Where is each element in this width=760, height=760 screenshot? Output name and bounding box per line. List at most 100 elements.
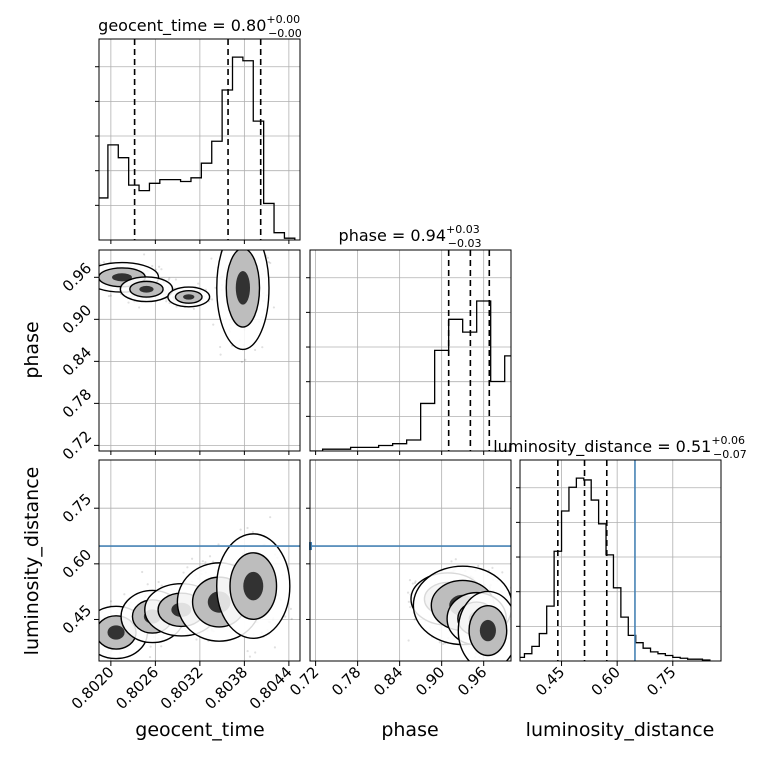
density-layer [406,558,523,670]
sample-point [251,530,254,534]
sample-point [272,306,276,309]
sample-point [96,281,98,283]
sample-point [123,593,126,596]
sample-point [210,257,213,260]
sample-point [413,581,417,584]
sample-point [501,668,503,670]
panel-geocent_time-geocent_time [95,39,300,240]
sample-point [89,622,91,624]
sample-point [515,627,517,629]
sample-point [515,630,517,632]
sample-point [217,543,220,546]
sample-point [514,623,516,625]
sample-point [195,638,198,641]
sample-point [160,645,163,648]
sample-point [512,615,514,617]
title-sup: +0.06 [711,434,745,447]
sample-point [148,655,152,659]
title-main: geocent_time = 0.80 [98,16,266,36]
sample-point [501,571,504,574]
density-peak [183,294,195,300]
sample-point [96,278,98,280]
panel-frame [519,459,722,662]
sample-point [230,233,232,235]
title-sub: −0.00 [268,27,302,40]
y-tick-label: 0.60 [59,546,95,582]
sample-point [190,557,194,560]
sample-point [269,261,272,265]
sample-point [220,231,222,233]
x-tick-label: 0.78 [328,663,364,699]
sample-point [511,635,513,637]
sample-point [96,659,98,661]
sample-point [138,306,141,309]
sample-point [211,560,215,563]
sample-point [488,666,490,668]
sample-point [201,560,204,563]
sample-point [512,609,514,611]
panel-frame [309,459,512,662]
title-sup: +0.03 [446,223,480,236]
sample-point [491,566,494,570]
sample-point [92,282,94,284]
sample-point [289,607,292,610]
sample-point [246,526,249,530]
density-phase-luminosity_distance [406,558,523,670]
sample-point [91,625,93,627]
x-tick-label: 0.8026 [112,663,162,713]
sample-point [84,634,86,636]
y-tick-label: 0.90 [59,301,95,337]
sample-point [96,631,98,633]
density-peak [235,271,251,305]
sample-point [261,346,264,349]
density-layer [92,231,276,364]
histogram-step-line [310,300,511,451]
x-axis-label-phase: phase [381,719,438,741]
title-sup: +0.00 [266,13,300,26]
sample-point [219,353,222,356]
sample-point [165,300,168,303]
sample-point [88,634,90,636]
histogram-step-line [99,56,296,240]
sample-point [407,639,410,642]
sample-point [269,516,272,519]
density-peak [243,571,264,601]
y-tick-label: 0.75 [59,490,95,526]
sample-point [414,580,417,583]
sample-point [273,646,277,649]
x-tick-label: 0.45 [532,663,568,699]
sample-point [85,643,87,645]
sample-point [154,268,158,271]
sample-point [521,606,523,608]
sample-point [88,628,90,630]
x-tick-label: 0.96 [454,663,490,699]
sample-point [146,583,149,586]
sample-point [212,323,215,326]
sample-point [197,282,200,285]
sample-point [157,265,161,268]
sample-point [211,298,214,301]
sample-point [94,624,96,626]
sample-point [95,283,97,285]
sample-point [96,257,98,259]
sample-point [450,560,453,563]
sample-point [254,348,257,352]
sample-point [168,301,171,305]
density-geocent_time-luminosity_distance [84,516,293,661]
sample-point [242,232,244,234]
sample-point [109,600,113,603]
sample-point [501,667,503,669]
sample-point [239,528,242,531]
sample-point [96,266,98,268]
density-layer [84,516,293,661]
sample-point [141,570,144,574]
sample-point [96,630,98,632]
panel-phase-phase [306,250,511,451]
sample-point [409,605,412,609]
sample-point [492,664,494,666]
density-peak [107,625,125,640]
sample-point [267,260,270,264]
density-peak [139,285,154,293]
sample-point [514,643,516,645]
